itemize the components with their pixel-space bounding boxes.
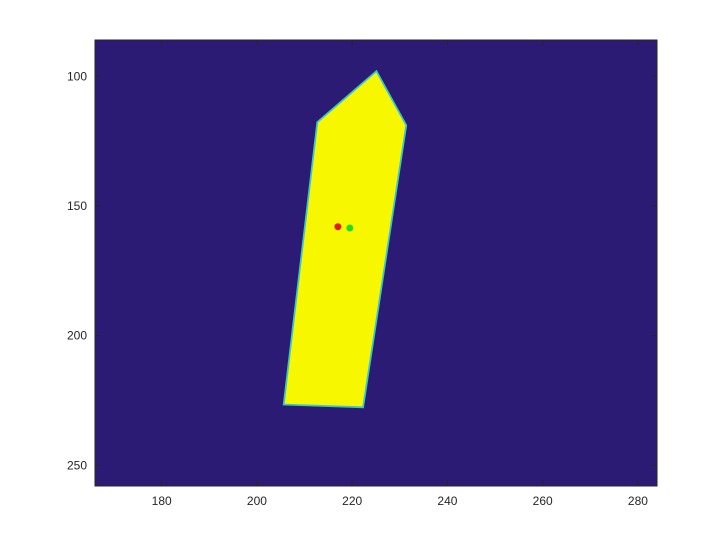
y-tick-label: 250 xyxy=(67,458,87,472)
yellow-region xyxy=(284,72,406,407)
y-tick-label: 150 xyxy=(67,199,87,213)
x-tick-label: 220 xyxy=(342,494,362,508)
green-marker-point xyxy=(346,224,354,232)
axes-frame xyxy=(94,39,658,487)
x-axis-ticks: 180 200 220 240 260 280 xyxy=(152,40,648,508)
x-tick-label: 260 xyxy=(533,494,553,508)
y-axis-ticks: 100 150 200 250 xyxy=(67,69,657,472)
region-group xyxy=(282,69,408,409)
x-tick-label: 280 xyxy=(628,494,648,508)
y-tick-label: 100 xyxy=(67,69,87,83)
points-group xyxy=(334,223,354,232)
x-tick-label: 240 xyxy=(437,494,457,508)
y-tick-label: 200 xyxy=(67,329,87,343)
red-marker-point xyxy=(334,223,342,231)
x-tick-label: 180 xyxy=(152,494,172,508)
x-tick-label: 200 xyxy=(247,494,267,508)
